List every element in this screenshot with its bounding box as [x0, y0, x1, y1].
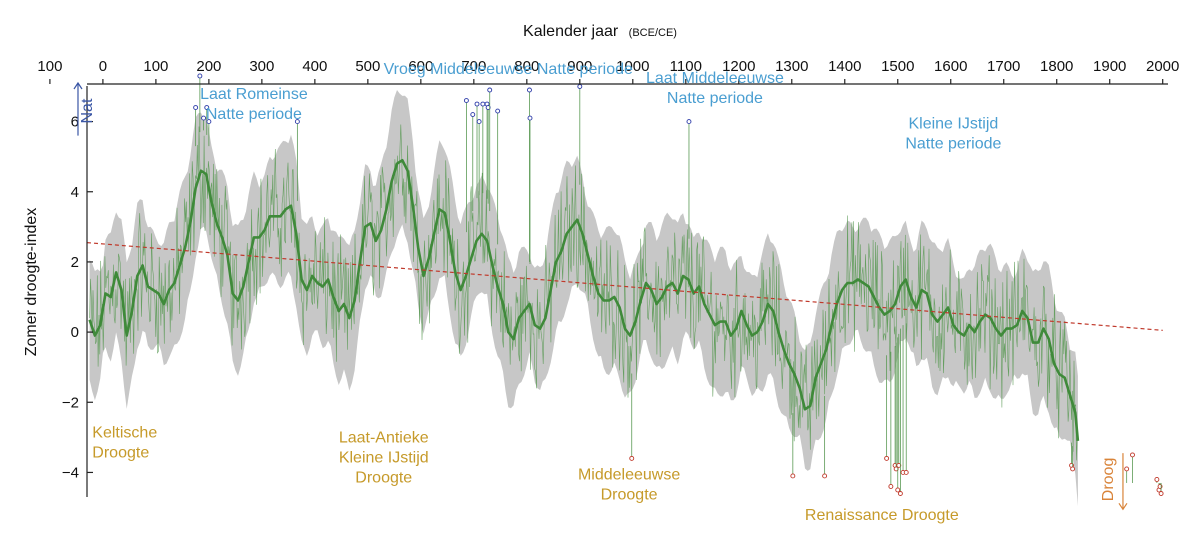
x-tick-label: 400 — [302, 58, 327, 75]
extreme-dry-marker — [884, 455, 890, 461]
extreme-dry-marker — [1070, 466, 1076, 472]
x-tick-label: 1800 — [1040, 58, 1073, 75]
dry-arrow-head — [1118, 502, 1128, 511]
extreme-wet-marker — [527, 115, 533, 121]
extreme-wet-marker — [474, 101, 480, 107]
extreme-dry-marker — [896, 462, 902, 468]
extreme-dry-marker — [1130, 452, 1135, 458]
linear-trend-line — [86, 242, 1163, 331]
wet-indicator-label: Nat — [79, 98, 96, 123]
x-tick-label: 500 — [355, 58, 380, 75]
x-tick-label: 1700 — [987, 58, 1020, 75]
x-tick-label: 0 — [99, 58, 107, 75]
drought-period-label: Laat-Antieke Kleine IJstijd Droogte — [339, 430, 429, 487]
extreme-dry-marker — [897, 491, 903, 496]
x-tick-label: 1000 — [616, 58, 649, 75]
x-tick-label: 1200 — [722, 58, 755, 75]
x-tick-label: 800 — [514, 58, 539, 75]
extreme-dry-marker — [629, 455, 635, 461]
extreme-wet-marker — [201, 115, 207, 121]
x-tick-label: 1900 — [1093, 58, 1126, 75]
x-tick-label: 100 — [37, 58, 62, 75]
wet-period-label: Laat Romeinse Natte periode — [200, 86, 308, 123]
y-tick-label: 4 — [71, 184, 79, 201]
x-tick-label: 1400 — [828, 58, 861, 75]
dry-indicator-label: Droog — [1100, 458, 1117, 502]
linear-trend-layer — [86, 242, 1163, 331]
drought-period-label: Renaissance Droogte — [805, 507, 959, 524]
extreme-wet-marker — [470, 112, 476, 118]
x-tick-label: 900 — [567, 58, 592, 75]
y-axis-title: Zomer droogte-index — [23, 208, 40, 357]
extreme-dry-marker — [1154, 477, 1160, 482]
uncertainty-band-layer — [89, 90, 1078, 507]
extreme-wet-marker — [197, 73, 203, 79]
extreme-wet-marker — [487, 87, 493, 93]
extreme-dry-marker — [895, 487, 901, 493]
extreme-wet-marker — [495, 108, 501, 114]
extreme-wet-marker — [476, 119, 482, 125]
y-tick-label: −4 — [62, 464, 79, 481]
x-tick-label: 300 — [249, 58, 274, 75]
x-tick-label: 600 — [408, 58, 433, 75]
x-tick-label: 100 — [143, 58, 168, 75]
extreme-markers-layer — [193, 73, 1164, 496]
x-tick-label: 200 — [196, 58, 221, 75]
extreme-wet-marker — [485, 105, 491, 110]
extreme-wet-marker — [686, 119, 692, 125]
extreme-wet-marker — [463, 98, 469, 103]
wet-period-label: Kleine IJstijd Natte periode — [905, 116, 1001, 153]
x-tick-label: 1600 — [934, 58, 967, 75]
extreme-wet-marker — [527, 87, 532, 93]
extreme-dry-marker — [822, 473, 828, 479]
y-tick-label: −2 — [62, 394, 79, 411]
x-tick-label: 1300 — [775, 58, 808, 75]
drought-period-label: Keltische Droogte — [92, 424, 157, 461]
wet-arrow-head — [73, 81, 83, 90]
extreme-dry-marker — [893, 466, 899, 472]
x-tick-label: 1100 — [670, 58, 702, 75]
extreme-wet-marker — [577, 84, 583, 89]
extreme-wet-marker — [294, 119, 300, 125]
extreme-dry-marker — [1124, 466, 1130, 472]
extreme-wet-marker — [204, 105, 210, 110]
wet-period-label: Vroeg Middeleeuwse Natte periode — [384, 61, 633, 78]
uncertainty-band — [89, 90, 1078, 507]
extreme-dry-marker — [790, 473, 796, 479]
annotation-layer: Laat Romeinse Natte periode Vroeg Middelee… — [73, 61, 1128, 524]
y-tick-label: 2 — [71, 254, 79, 271]
extreme-wet-marker — [480, 101, 486, 107]
drought-period-label: Middeleeuwse Droogte — [578, 466, 680, 503]
y-tick-label: 6 — [71, 114, 79, 131]
smoothed-series-line — [88, 158, 1080, 442]
x-tick-label: 1500 — [881, 58, 914, 75]
extreme-dry-marker — [888, 484, 894, 489]
smoothed-series-layer — [88, 158, 1080, 442]
extreme-dry-marker — [1158, 491, 1164, 496]
y-tick-label: 0 — [71, 324, 79, 341]
x-axis-title: Kalender jaar (BCE/CE) — [523, 23, 677, 40]
extreme-wet-marker — [193, 105, 199, 110]
wet-period-label: Laat Middeleeuwse Natte periode — [646, 70, 784, 107]
x-tick-label: 2000 — [1146, 58, 1179, 75]
extreme-dry-marker — [903, 469, 909, 475]
x-tick-label: 700 — [461, 58, 486, 75]
extreme-wet-marker — [206, 119, 212, 125]
